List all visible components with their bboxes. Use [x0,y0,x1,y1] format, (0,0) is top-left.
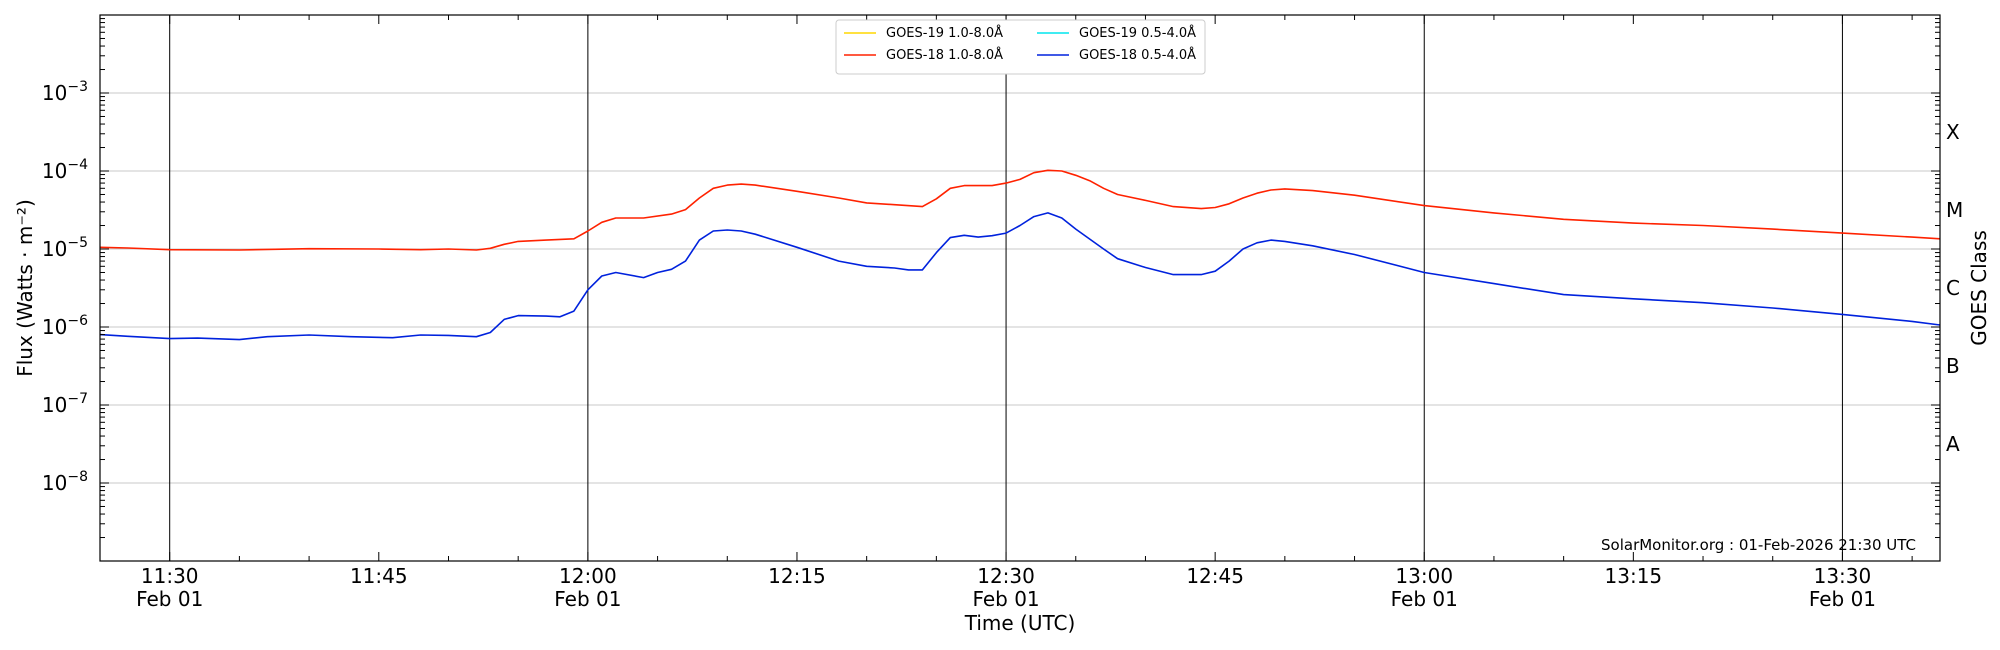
series-line-goes18-short [99,212,1941,341]
goes-class-label: A [1946,432,1960,456]
x-tick-time-label: 11:30 [141,564,199,588]
y-tick-label: 10−7 [42,391,88,417]
x-tick-time-label: 11:45 [350,564,408,588]
goes-class-label: C [1946,276,1960,300]
y-tick-exponent: −6 [67,313,88,329]
x-tick-time-label: 13:15 [1605,564,1663,588]
plot-background [100,15,1940,561]
series-layer [99,169,1941,341]
x-tick-date-label: Feb 01 [972,587,1039,611]
y-axis-title: Flux (Watts · m⁻²) [13,199,37,377]
y-tick-base: 10 [42,393,67,417]
y-tick-exponent: −8 [67,469,88,485]
y-tick-base: 10 [42,81,67,105]
y-tick-base: 10 [42,159,67,183]
x-tick-date-label: Feb 01 [1391,587,1458,611]
y-tick-label: 10−4 [42,157,88,183]
credit-text: SolarMonitor.org : 01-Feb-2026 21:30 UTC [1601,536,1916,554]
x-tick-time-label: 12:00 [559,564,617,588]
y-tick-base: 10 [42,315,67,339]
x-tick-time-label: 12:45 [1186,564,1244,588]
legend-label: GOES-19 0.5-4.0Å [1079,25,1196,41]
y-tick-base: 10 [42,471,67,495]
y-tick-exponent: −7 [67,391,88,407]
y-tick-label: 10−5 [42,235,88,261]
x-axis-title: Time (UTC) [964,611,1076,635]
legend-label: GOES-19 1.0-8.0Å [886,25,1003,41]
x-tick-time-label: 13:00 [1395,564,1453,588]
x-tick-time-label: 12:15 [768,564,826,588]
x-tick-time-label: 13:30 [1814,564,1872,588]
y-tick-exponent: −4 [67,157,88,173]
x-tick-date-label: Feb 01 [1809,587,1876,611]
y-tick-label: 10−8 [42,469,88,495]
x-tick-time-label: 12:30 [977,564,1035,588]
y-tick-exponent: −3 [67,79,88,95]
y-tick-label: 10−6 [42,313,88,339]
y-tick-exponent: −5 [67,235,88,251]
goes-class-label: X [1946,120,1960,144]
y-tick-label: 10−3 [42,79,88,105]
legend-label: GOES-18 1.0-8.0Å [886,47,1003,63]
x-tick-date-label: Feb 01 [136,587,203,611]
legend-box [835,19,1206,75]
plot-frame [99,14,1941,562]
legend-label: GOES-18 0.5-4.0Å [1079,47,1196,63]
series-line-goes18-long [99,169,1941,251]
legend: GOES-19 1.0-8.0Å GOES-19 0.5-4.0Å GOES-18 … [835,19,1206,75]
goes-class-axis-title: GOES Class [1967,230,1991,346]
goes-class-label: M [1946,198,1963,222]
goes-class-label: B [1946,354,1960,378]
x-tick-date-label: Feb 01 [554,587,621,611]
y-tick-base: 10 [42,237,67,261]
